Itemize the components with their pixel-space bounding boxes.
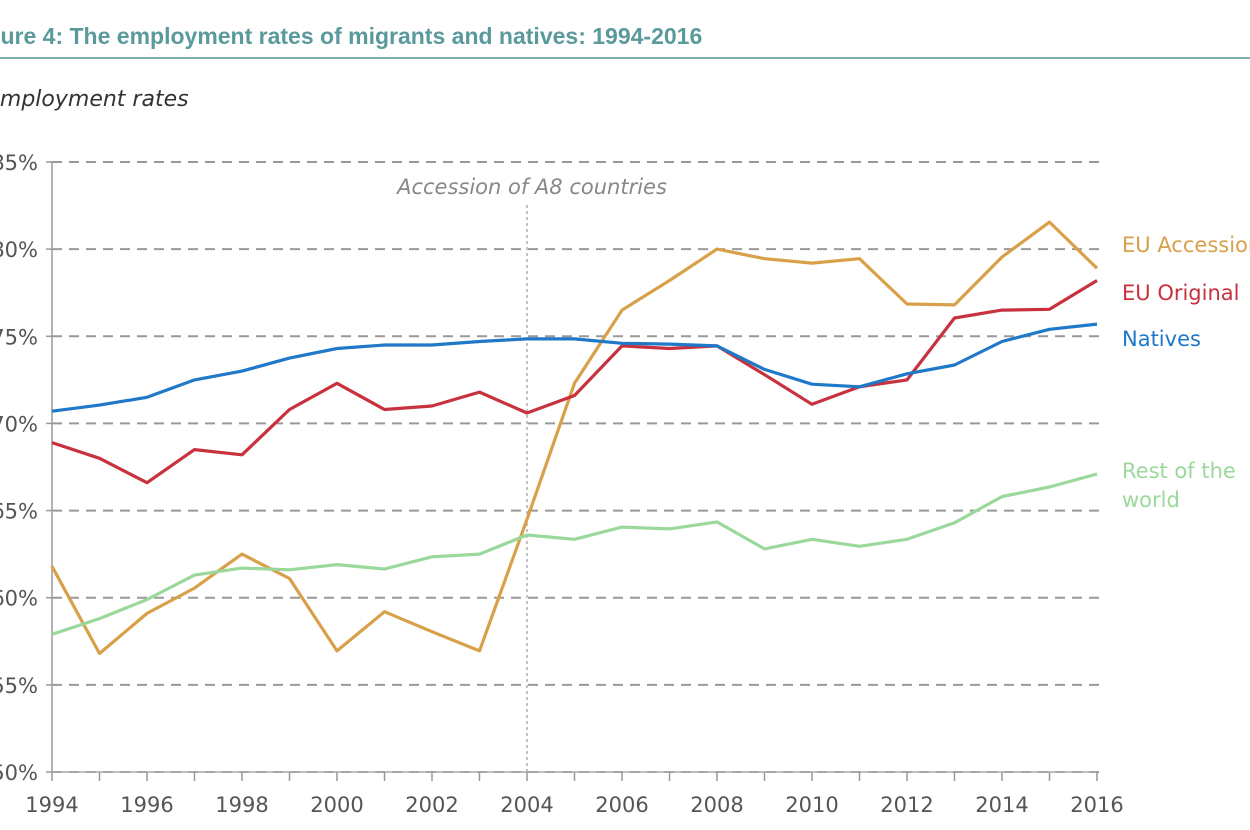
x-tick-label: 2000 [310,793,363,817]
annotation-label: Accession of A8 countries [395,175,667,199]
y-tick-label: 50% [0,761,38,785]
y-tick-label: 70% [0,412,38,436]
x-tick-label: 2002 [405,793,458,817]
legend-label: Rest of the world [1122,459,1236,512]
y-tick-label: 80% [0,238,38,262]
x-tick-label: 2014 [975,793,1028,817]
legend-label: EU Accession [1122,233,1250,257]
y-tick-label: 60% [0,587,38,611]
y-tick-label: 65% [0,500,38,524]
series-line-natives [51,322,1098,413]
x-tick-label: 1996 [120,793,173,817]
series-line-rest-of-the-world [51,472,1098,636]
series-line-eu-accession [50,220,1099,656]
x-tick-label: 2004 [500,793,553,817]
y-tick-label: 75% [0,325,38,349]
y-tick-label: 85% [0,151,38,175]
x-tick-label: 1998 [215,793,268,817]
x-tick-label: 2016 [1070,793,1123,817]
x-tick-label: 2006 [595,793,648,817]
x-tick-label: 2012 [880,793,933,817]
legend-label: Natives [1122,327,1201,351]
series-line-eu-original [51,279,1098,485]
y-tick-label: 55% [0,674,38,698]
x-tick-label: 1994 [25,793,78,817]
legend-label: EU Original [1122,281,1240,305]
x-tick-label: 2010 [785,793,838,817]
chart-title: Figure 4: The employment rates of migran… [0,23,702,49]
y-axis-label: Employment rates [0,87,189,112]
x-tick-label: 2008 [690,793,743,817]
